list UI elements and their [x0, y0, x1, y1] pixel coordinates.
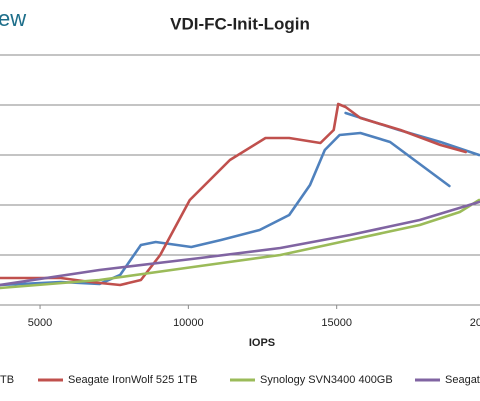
legend-label: TB: [0, 374, 14, 386]
x-tick-label: 15000: [321, 317, 352, 329]
x-axis-label: IOPS: [249, 337, 275, 349]
series-line: [0, 111, 480, 287]
legend-label: Synology SVN3400 400GB: [260, 374, 393, 386]
series-line: [0, 198, 480, 290]
series-line: [0, 200, 480, 287]
x-tick-label: 10000: [173, 317, 204, 329]
x-tick-label: 20000: [470, 317, 480, 329]
logo: ew: [0, 6, 26, 31]
chart-title: VDI-FC-Init-Login: [170, 14, 310, 33]
legend-label: Seagate IronWolf 525 1TB: [68, 374, 197, 386]
series-line: [0, 102, 467, 287]
legend-label: Seagat: [445, 374, 480, 386]
x-tick-label: 5000: [28, 317, 52, 329]
